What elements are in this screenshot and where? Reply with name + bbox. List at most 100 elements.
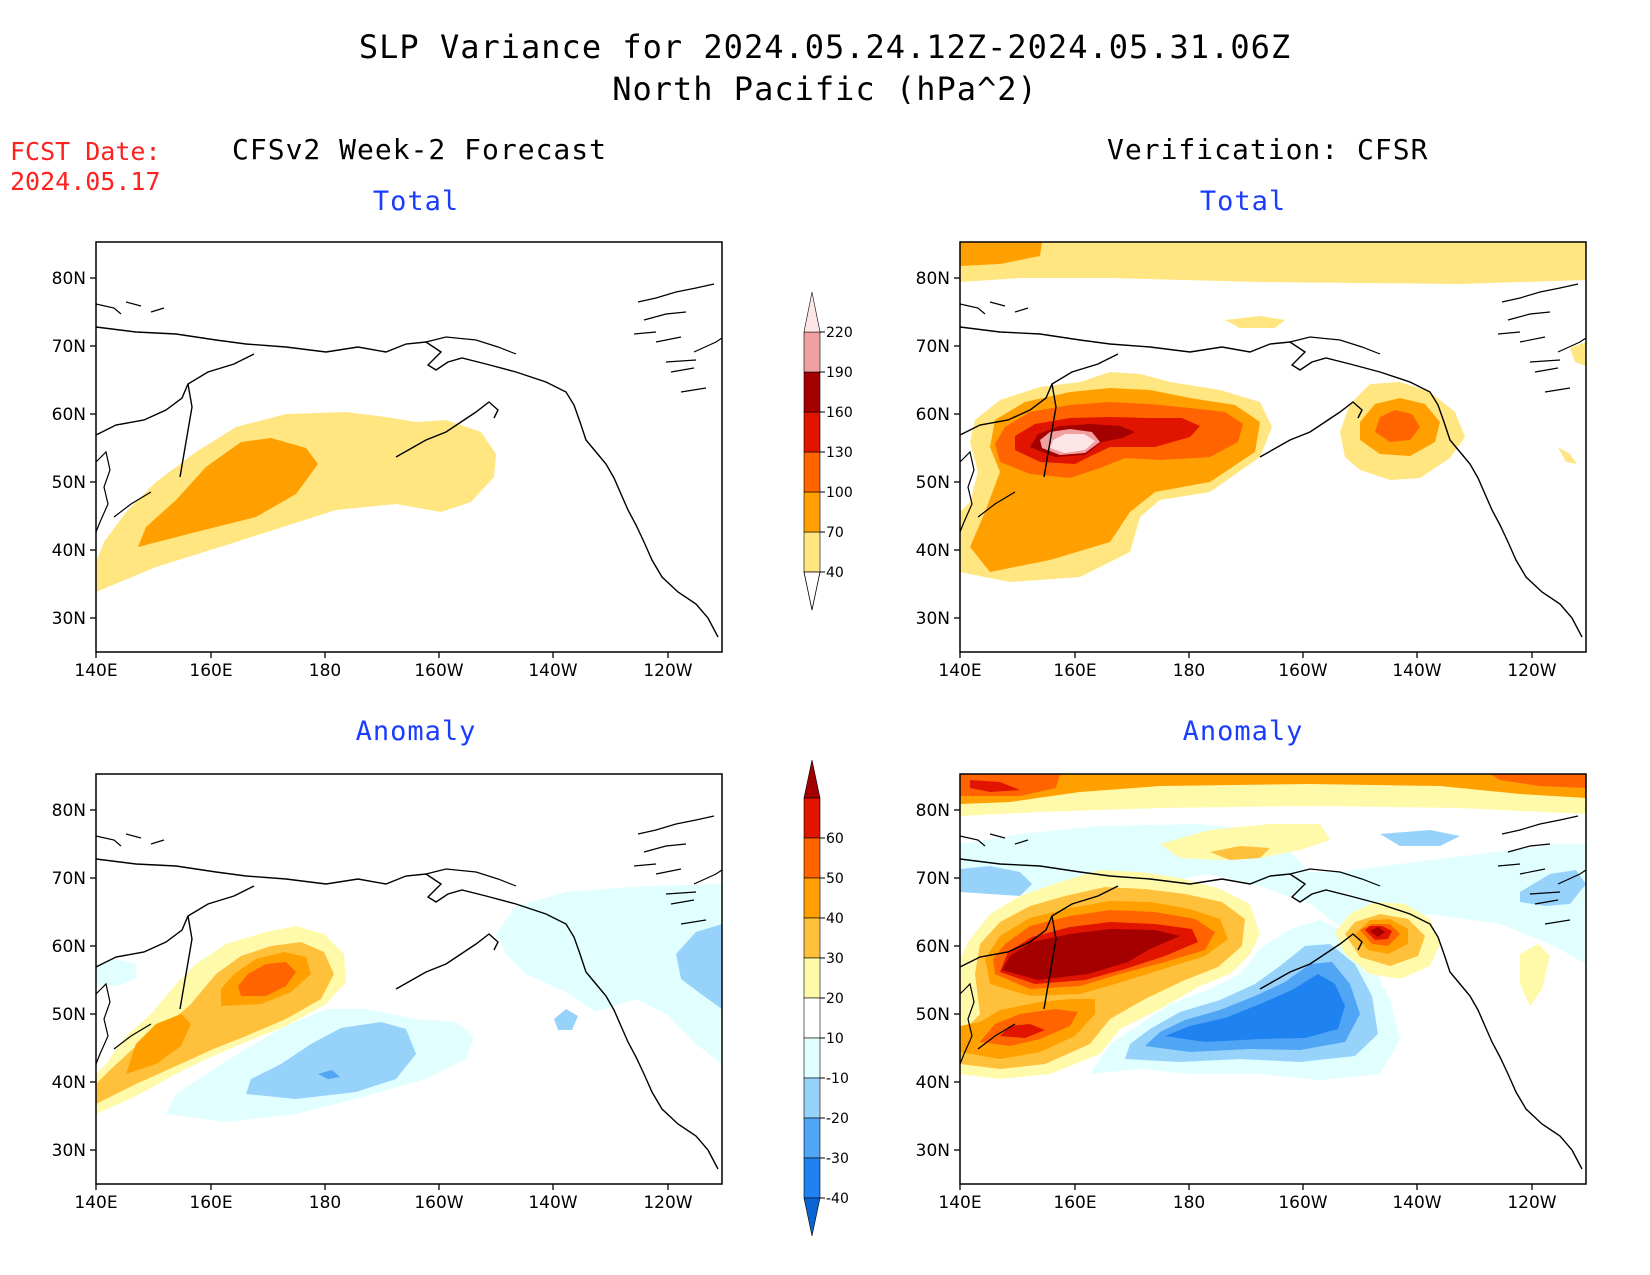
colorbar-swatch bbox=[803, 1117, 821, 1159]
verification-anomaly-panel bbox=[959, 773, 1587, 1185]
contour-60-gulf bbox=[1370, 927, 1385, 937]
chart-title: SLP Variance for 2024.05.24.12Z-2024.05.… bbox=[358, 28, 1292, 66]
lat-tick-label: 80N bbox=[52, 801, 86, 821]
lat-tick-label: 70N bbox=[916, 869, 950, 889]
lon-tick-label: 180 bbox=[1173, 661, 1205, 681]
colorbar-swatch bbox=[803, 957, 821, 999]
contour-40-arctic-a bbox=[960, 774, 1586, 796]
lon-tick-label: 140E bbox=[74, 661, 117, 681]
colorbar-swatch bbox=[803, 759, 821, 799]
total-colorbar: 40 70 100 130 160 190 220 bbox=[803, 291, 853, 611]
colorbar-label: -20 bbox=[826, 1111, 849, 1127]
lon-tick-label: 160E bbox=[1053, 1193, 1096, 1213]
fcst-date-block: FCST Date: 2024.05.17 bbox=[10, 137, 161, 197]
contour-40-arctic bbox=[960, 242, 1586, 284]
colorbar-swatch bbox=[803, 491, 821, 533]
lon-tick-label: 180 bbox=[309, 661, 341, 681]
lat-tick-label: 30N bbox=[916, 1141, 950, 1161]
contour-30-arctic bbox=[960, 774, 1586, 804]
colorbar-swatch bbox=[803, 531, 821, 573]
contour-10-arc bbox=[1160, 824, 1330, 860]
forecast-heading: CFSv2 Week-2 Forecast bbox=[232, 133, 608, 166]
lat-tick-label: 30N bbox=[916, 609, 950, 629]
lat-tick-label: 40N bbox=[916, 541, 950, 561]
contour-neg10-arctic bbox=[496, 884, 722, 1064]
map-axes: 80N 70N 60N 50N 40N 30N 140E 160E 180 160W 140W 120… bbox=[52, 269, 1557, 1213]
contour-50-arctic bbox=[970, 780, 1020, 792]
contour-220 bbox=[1050, 434, 1095, 453]
colorbar-swatch bbox=[803, 371, 821, 413]
forecast-total-title: Total bbox=[372, 186, 460, 217]
lon-tick-label: 160W bbox=[414, 1193, 463, 1213]
fcst-date-label: FCST Date: bbox=[10, 137, 161, 166]
contour-40 bbox=[96, 412, 496, 592]
lon-tick-label: 120W bbox=[1507, 661, 1556, 681]
map-frame bbox=[95, 773, 723, 1185]
lat-tick-label: 80N bbox=[916, 801, 950, 821]
lon-tick-label: 140E bbox=[74, 1193, 117, 1213]
colorbar-label: -40 bbox=[826, 1191, 849, 1207]
lat-tick-label: 60N bbox=[916, 405, 950, 425]
contour-neg10-sw bbox=[96, 959, 136, 986]
contour-40-arc bbox=[1225, 316, 1285, 328]
lon-tick-label: 160E bbox=[189, 1193, 232, 1213]
lat-tick-label: 50N bbox=[52, 473, 86, 493]
contour-40-small bbox=[1570, 342, 1586, 366]
colorbar-swatch bbox=[803, 331, 821, 373]
colorbar-swatch bbox=[803, 917, 821, 959]
fcst-date-value: 2024.05.17 bbox=[10, 167, 161, 196]
lat-tick-label: 50N bbox=[52, 1005, 86, 1025]
lon-tick-label: 140W bbox=[528, 1193, 577, 1213]
lon-tick-label: 140W bbox=[528, 661, 577, 681]
colorbar-swatch bbox=[803, 571, 821, 611]
colorbar-swatch bbox=[803, 451, 821, 493]
lat-tick-label: 30N bbox=[52, 609, 86, 629]
colorbar-label: 160 bbox=[826, 405, 853, 421]
contour-neg20-north bbox=[960, 830, 1586, 906]
map-frame bbox=[959, 773, 1587, 1185]
colorbar-label: 100 bbox=[826, 485, 853, 501]
lat-tick-label: 60N bbox=[916, 937, 950, 957]
verification-total-panel bbox=[959, 241, 1587, 653]
chart-subtitle: North Pacific (hPa^2) bbox=[612, 70, 1038, 108]
contour-neg10-north bbox=[960, 824, 1586, 964]
colorbar-label: 20 bbox=[826, 991, 844, 1007]
lon-tick-label: 140E bbox=[938, 661, 981, 681]
lon-tick-label: 160E bbox=[1053, 661, 1096, 681]
colorbar-label: 190 bbox=[826, 365, 853, 381]
colorbar-swatch bbox=[803, 1077, 821, 1119]
colorbar-swatch bbox=[803, 411, 821, 453]
contour-100-gulf bbox=[1375, 410, 1420, 442]
colorbar-swatch bbox=[803, 997, 821, 1039]
colorbar-label: 70 bbox=[826, 525, 844, 541]
lon-tick-label: 160W bbox=[414, 661, 463, 681]
lon-tick-label: 180 bbox=[1173, 1193, 1205, 1213]
lon-tick-label: 140W bbox=[1392, 1193, 1441, 1213]
lat-tick-label: 50N bbox=[916, 473, 950, 493]
lon-tick-label: 120W bbox=[1507, 1193, 1556, 1213]
lat-tick-label: 50N bbox=[916, 1005, 950, 1025]
colorbar-swatch bbox=[803, 1037, 821, 1079]
colorbar-label: -30 bbox=[826, 1151, 849, 1167]
colorbar-label: 40 bbox=[826, 911, 844, 927]
colorbar-swatch bbox=[803, 797, 821, 839]
colorbar-label: 220 bbox=[826, 325, 853, 341]
colorbar-swatch bbox=[803, 1157, 821, 1199]
contour-70-arctic bbox=[960, 242, 1042, 266]
colorbar-swatch bbox=[803, 837, 821, 879]
verification-total-title: Total bbox=[1199, 186, 1287, 217]
forecast-anomaly-title: Anomaly bbox=[355, 716, 477, 747]
lon-tick-label: 160W bbox=[1278, 661, 1327, 681]
contour-neg20-east bbox=[676, 924, 722, 1009]
lat-tick-label: 40N bbox=[916, 1073, 950, 1093]
lat-tick-label: 70N bbox=[52, 337, 86, 357]
contour-10-blob bbox=[1520, 944, 1550, 1006]
forecast-anomaly-panel bbox=[95, 773, 723, 1185]
contour-70 bbox=[138, 438, 318, 547]
lon-tick-label: 180 bbox=[309, 1193, 341, 1213]
colorbar-swatch bbox=[803, 1197, 821, 1237]
lon-tick-label: 120W bbox=[643, 661, 692, 681]
lat-tick-label: 80N bbox=[52, 269, 86, 289]
map-frame bbox=[95, 241, 723, 653]
